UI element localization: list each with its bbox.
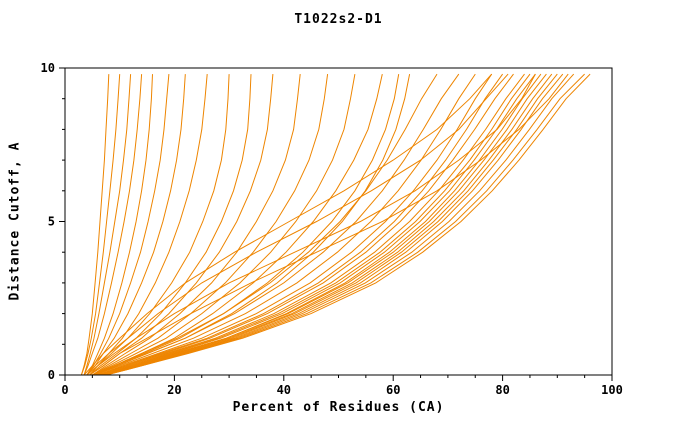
model-curve xyxy=(92,74,400,376)
model-curve xyxy=(86,73,509,376)
model-curve xyxy=(92,74,356,376)
model-curve xyxy=(103,73,564,376)
model-curve xyxy=(86,74,186,376)
model-curve xyxy=(97,73,525,376)
model-curve xyxy=(86,74,170,376)
model-curve xyxy=(103,73,558,376)
model-curve xyxy=(89,74,252,376)
model-curve xyxy=(105,73,575,376)
model-curve xyxy=(105,73,591,376)
x-tick-label: 80 xyxy=(495,383,509,397)
x-tick-label: 40 xyxy=(277,383,291,397)
model-curve xyxy=(103,73,547,376)
model-curve xyxy=(80,74,121,376)
model-curve xyxy=(83,73,493,376)
plot-frame xyxy=(64,67,613,376)
model-curve xyxy=(86,73,536,376)
x-axis-label: Percent of Residues (CA) xyxy=(232,400,445,415)
y-tick-label: 0 xyxy=(48,368,55,382)
model-curve xyxy=(92,73,438,376)
y-tick-label: 10 xyxy=(41,61,55,75)
model-curve xyxy=(97,73,514,376)
model-curve xyxy=(83,74,143,376)
model-curve xyxy=(105,73,585,376)
x-tick-label: 100 xyxy=(601,383,623,397)
model-curve xyxy=(92,74,329,376)
model-curve xyxy=(97,73,504,376)
x-tick-label: 20 xyxy=(167,383,181,397)
model-curve xyxy=(92,74,301,376)
model-curve xyxy=(103,73,553,376)
model-curve xyxy=(94,73,460,376)
model-curve xyxy=(100,73,536,376)
model-curve xyxy=(83,74,132,376)
model-curve xyxy=(86,74,230,376)
y-tick-label: 5 xyxy=(48,215,55,229)
model-curve xyxy=(94,73,476,376)
x-tick-label: 0 xyxy=(61,383,68,397)
model-curve xyxy=(100,73,531,376)
model-curve xyxy=(80,74,110,376)
model-curve xyxy=(89,73,569,376)
x-tick-label: 60 xyxy=(386,383,400,397)
model-curve xyxy=(97,73,493,376)
model-curve xyxy=(86,74,153,376)
chart-title: T1022s2-D1 xyxy=(294,12,383,27)
